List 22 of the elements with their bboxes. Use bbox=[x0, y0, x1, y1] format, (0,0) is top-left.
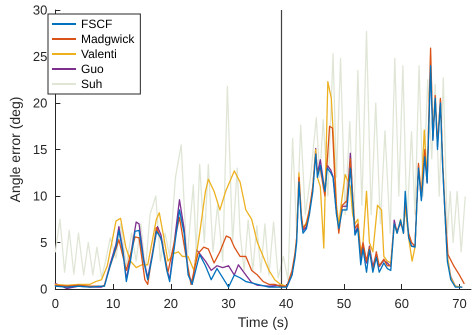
legend-label: FSCF bbox=[81, 17, 112, 31]
x-tick-label: 70 bbox=[452, 296, 467, 311]
y-tick-label: 5 bbox=[40, 235, 48, 250]
x-tick-label: 20 bbox=[164, 296, 178, 311]
y-tick-label: 10 bbox=[32, 188, 48, 204]
x-tick-label: 10 bbox=[106, 296, 120, 311]
legend-label: Suh bbox=[81, 77, 102, 91]
x-tick-label: 30 bbox=[221, 296, 236, 311]
x-axis-title: Time (s) bbox=[238, 314, 289, 330]
y-tick-label: 25 bbox=[32, 49, 48, 64]
y-axis-title: Angle error (deg) bbox=[7, 96, 23, 202]
legend-label: Madgwick bbox=[81, 32, 136, 46]
x-tick-label: 0 bbox=[52, 296, 59, 311]
y-tick-label: 0 bbox=[40, 282, 48, 296]
x-tick-label: 50 bbox=[336, 296, 352, 311]
y-tick-label: 20 bbox=[32, 96, 48, 110]
x-tick-label: 40 bbox=[279, 296, 294, 311]
legend-label: Guo bbox=[81, 62, 104, 76]
y-tick-label: 15 bbox=[32, 142, 48, 157]
legend-label: Valenti bbox=[81, 47, 117, 61]
x-tick-label: 60 bbox=[394, 296, 409, 311]
y-tick-label: 30 bbox=[32, 2, 48, 18]
